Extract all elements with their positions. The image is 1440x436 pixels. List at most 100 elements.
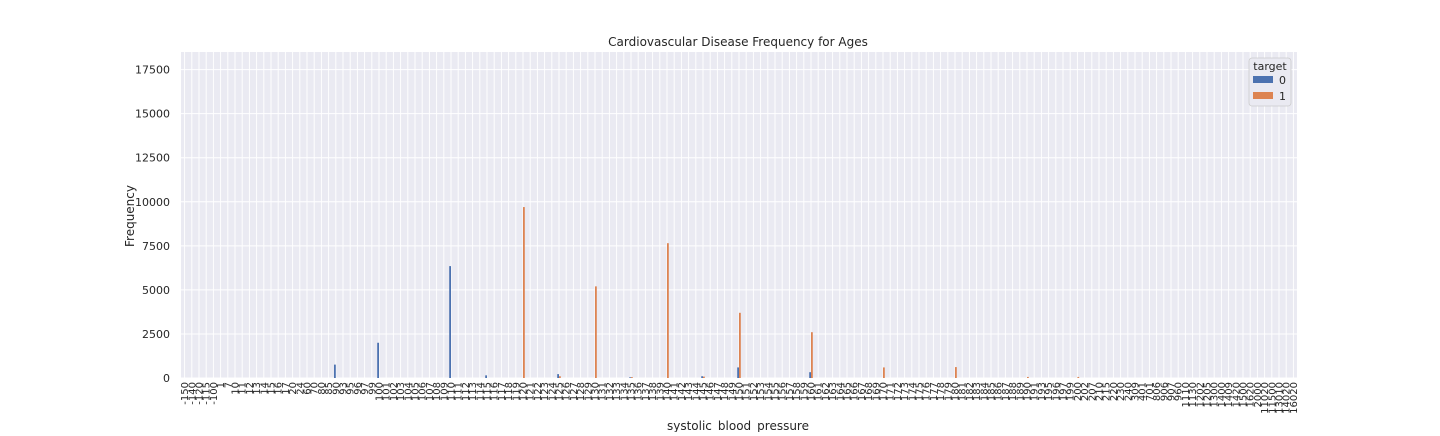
x-tick-label: 196 — [1051, 382, 1062, 401]
bar-target-1-170 — [883, 367, 885, 378]
x-tick-label: 167 — [857, 382, 868, 401]
x-tick-label: 124 — [547, 382, 558, 401]
x-tick-label: 186 — [994, 382, 1005, 401]
legend-swatch-1 — [1253, 92, 1273, 99]
x-tick-label: 2000 — [1253, 382, 1264, 407]
x-tick-label: 240 — [1123, 382, 1134, 401]
x-tick-label: 14 — [259, 382, 270, 395]
x-tick-label: 103 — [396, 382, 407, 401]
bar-target-1-120 — [523, 207, 525, 378]
x-tick-label: 119 — [511, 382, 522, 401]
x-tick-label: 173 — [900, 382, 911, 401]
x-tick-label: 106 — [418, 382, 429, 401]
x-tick-label: 309 — [1131, 382, 1142, 401]
x-tick-label: 136 — [634, 382, 645, 401]
x-tick-label: 163 — [828, 382, 839, 401]
x-tick-label: 907 — [1167, 382, 1178, 401]
x-tick-label: 158 — [792, 382, 803, 401]
x-tick-label: 183 — [972, 382, 983, 401]
x-tick-label: 95 — [346, 382, 357, 395]
x-tick-label: 141 — [670, 382, 681, 401]
x-tick-label: 174 — [907, 382, 918, 401]
x-tick-label: 172 — [893, 382, 904, 401]
x-tick-label: 701 — [1145, 382, 1156, 401]
x-tick-label: 180 — [951, 382, 962, 401]
x-tick-label: 12 — [245, 382, 256, 395]
x-tick-label: 110 — [447, 382, 458, 401]
x-tick-label: 168 — [864, 382, 875, 401]
x-tick-label: 24 — [295, 382, 306, 395]
bar-target-0-150 — [737, 367, 739, 378]
x-tick-label: 195 — [1044, 382, 1055, 401]
x-tick-label: -100 — [209, 382, 220, 405]
x-tick-label: 121 — [526, 382, 537, 401]
x-tick-label: 178 — [936, 382, 947, 401]
x-tick-label: 184 — [979, 382, 990, 401]
x-tick-label: 202 — [1080, 382, 1091, 401]
x-tick-label: 97 — [360, 382, 371, 395]
legend: target 0 1 — [1248, 57, 1292, 107]
x-tick-label: 159 — [799, 382, 810, 401]
x-tick-label: 109 — [439, 382, 450, 401]
x-tick-label: 135 — [627, 382, 638, 401]
x-tick-label: 191 — [1030, 382, 1041, 401]
x-tick-label: 960 — [1174, 382, 1185, 401]
bar-target-0-100 — [377, 342, 379, 378]
x-tick-label: 142 — [677, 382, 688, 401]
x-tick-label: 215 — [1102, 382, 1113, 401]
x-tick-label: 20 — [288, 382, 299, 395]
x-tick-label: 111 — [454, 382, 465, 401]
x-tick-label: 176 — [922, 382, 933, 401]
x-tick-label: 131 — [598, 382, 609, 401]
x-tick-label: 175 — [915, 382, 926, 401]
bar-target-1-150 — [739, 312, 741, 378]
x-tick-label: 1130 — [1188, 382, 1199, 407]
x-tick-label: 185 — [987, 382, 998, 401]
x-tick-label: 230 — [1116, 382, 1127, 401]
x-tick-label: 806 — [1152, 382, 1163, 401]
y-tick-label: 10000 — [135, 196, 170, 209]
bar-target-0-135 — [629, 377, 631, 378]
x-tick-label: 1110 — [1181, 382, 1192, 407]
x-tick-label: 182 — [965, 382, 976, 401]
x-tick-label: 85 — [324, 382, 335, 395]
y-tick-label: 12500 — [135, 152, 170, 165]
x-tick-label: 96 — [353, 382, 364, 395]
bar-target-1-160 — [811, 332, 813, 378]
x-tick-label: 17 — [281, 382, 292, 395]
x-tick-label: 1202 — [1195, 382, 1206, 407]
x-tick-label: 179 — [943, 382, 954, 401]
x-tick-label: 130 — [591, 382, 602, 401]
x-tick-label: 146 — [706, 382, 717, 401]
x-tick-label: 906 — [1159, 382, 1170, 401]
bar-target-1-180 — [955, 367, 957, 378]
legend-swatch-0 — [1253, 76, 1273, 83]
x-tick-label: 138 — [648, 382, 659, 401]
bar-target-1-190 — [1027, 376, 1029, 378]
x-tick-label: 144 — [691, 382, 702, 401]
grid — [181, 52, 1297, 379]
x-tick-label: 200 — [1073, 382, 1084, 401]
x-tick-label: 155 — [771, 382, 782, 401]
x-tick-label: 11500 — [1267, 382, 1278, 414]
bar-target-1-130 — [595, 286, 597, 378]
bar-target-0-160 — [809, 372, 811, 378]
x-tick-label: 11 — [238, 382, 249, 395]
x-tick-label: 1620 — [1246, 382, 1257, 407]
bar-target-0-125 — [557, 374, 559, 378]
x-tick-label: 1400 — [1217, 382, 1228, 407]
x-tick-label: 193 — [1037, 382, 1048, 401]
x-tick-label: 129 — [583, 382, 594, 401]
x-tick-label: 152 — [749, 382, 760, 401]
bars — [334, 207, 1080, 378]
x-tick-label: 220 — [1109, 382, 1120, 401]
x-tick-label: -140 — [187, 382, 198, 405]
chart-title: Cardiovascular Disease Frequency for Age… — [608, 35, 868, 49]
bar-target-1-135 — [631, 377, 633, 378]
x-tick-label: 125 — [555, 382, 566, 401]
x-tick-label: 401 — [1138, 382, 1149, 401]
x-tick-label: 1420 — [1231, 382, 1242, 407]
x-tick-label: 181 — [958, 382, 969, 401]
x-tick-label: 156 — [778, 382, 789, 401]
